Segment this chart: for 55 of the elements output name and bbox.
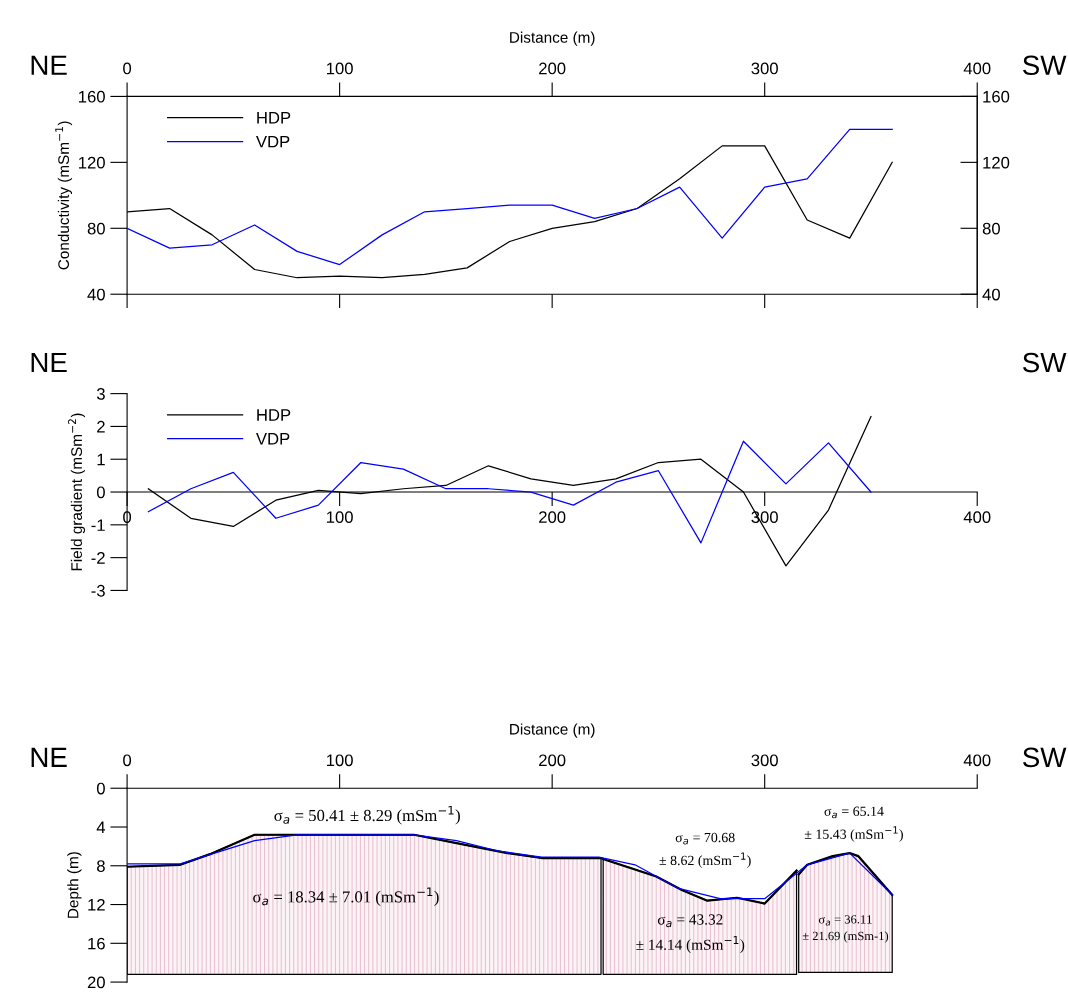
- x2-axis-title: Distance (m): [510, 31, 595, 46]
- legend-label: VDP: [256, 135, 290, 148]
- legend-label: HDP: [257, 112, 291, 124]
- y-axis-title: Conductivity (mSm$^{−1}$): [55, 121, 73, 270]
- text: SW: [1023, 747, 1067, 768]
- x-tick-label: 0: [123, 62, 132, 75]
- x-tick-label: 0: [123, 754, 132, 767]
- x2-axis-title: Distance (m): [510, 723, 595, 738]
- y-tick-label: 0: [96, 486, 105, 499]
- y-tick-label: 40: [87, 288, 105, 301]
- x-tick-label: 200: [539, 754, 566, 767]
- legend-label: HDP: [257, 409, 291, 421]
- x-tick-label: 300: [751, 754, 778, 767]
- y-tick-label: 80: [87, 222, 105, 235]
- text: SW: [1023, 352, 1067, 373]
- y-tick-label: 4: [96, 821, 106, 834]
- annotation: σ$_{a}$ = 50.41 ± 8.29 (mSm$^{−1}$): [274, 806, 460, 825]
- y-tick-label: 12: [88, 898, 105, 911]
- text: SW: [1023, 55, 1067, 76]
- x-tick-label: 400: [963, 62, 991, 75]
- text: NE: [31, 747, 67, 767]
- y2-tick-label: 80: [982, 222, 1000, 235]
- x-tick-label: 200: [539, 62, 566, 75]
- y-tick-label: 16: [88, 937, 105, 950]
- y2-tick-label: 40: [982, 288, 1000, 301]
- annotation: σ$_{a}$ = 18.34 ± 7.01 (mSm$^{−1}$): [253, 887, 439, 906]
- y-tick-label: -1: [91, 519, 105, 531]
- annotation: σ$_{a}$ = 36.11 ± 21.69 (mSm-1): [802, 915, 889, 943]
- x-tick-label: 200: [539, 511, 566, 524]
- x-tick-label: 100: [326, 511, 353, 524]
- x-tick-label: 400: [963, 511, 991, 524]
- y2-tick-label: 120: [983, 156, 1010, 169]
- y-tick-label: 160: [79, 90, 105, 103]
- x-tick-label: 100: [326, 754, 353, 767]
- y-tick-label: -2: [91, 552, 105, 564]
- y-tick-label: 8: [97, 860, 105, 872]
- annotation: σ$_{a}$ = 70.68 ± 8.62 (mSm$^{−1}$): [659, 832, 751, 868]
- legend-label: VDP: [256, 433, 290, 445]
- y-axis-title: Depth (m): [67, 852, 82, 918]
- x-tick-label: 400: [963, 754, 991, 767]
- x-tick-label: 100: [326, 62, 353, 75]
- y-tick-label: 0: [96, 782, 105, 795]
- y-tick-label: 20: [87, 976, 105, 989]
- y-tick-label: 2: [97, 420, 105, 433]
- annotation: σ$_{a}$ = 65.14 ± 15.43 (mSm$^{−1}$): [804, 806, 903, 842]
- y-axis-title: Field gradient (mSm$^{−2}$): [68, 413, 86, 571]
- y-tick-label: 120: [79, 156, 105, 169]
- y-tick-label: 3: [96, 388, 105, 400]
- text: NE: [31, 55, 67, 75]
- x-tick-label: 300: [751, 62, 778, 75]
- annotation: σ$_{a}$ = 43.32 ± 14.14 (mSm$^{−1}$): [636, 914, 745, 954]
- y-tick-label: -3: [91, 584, 105, 597]
- y2-tick-label: 160: [983, 90, 1010, 103]
- y-tick-label: 1: [97, 453, 105, 466]
- text: NE: [31, 353, 67, 373]
